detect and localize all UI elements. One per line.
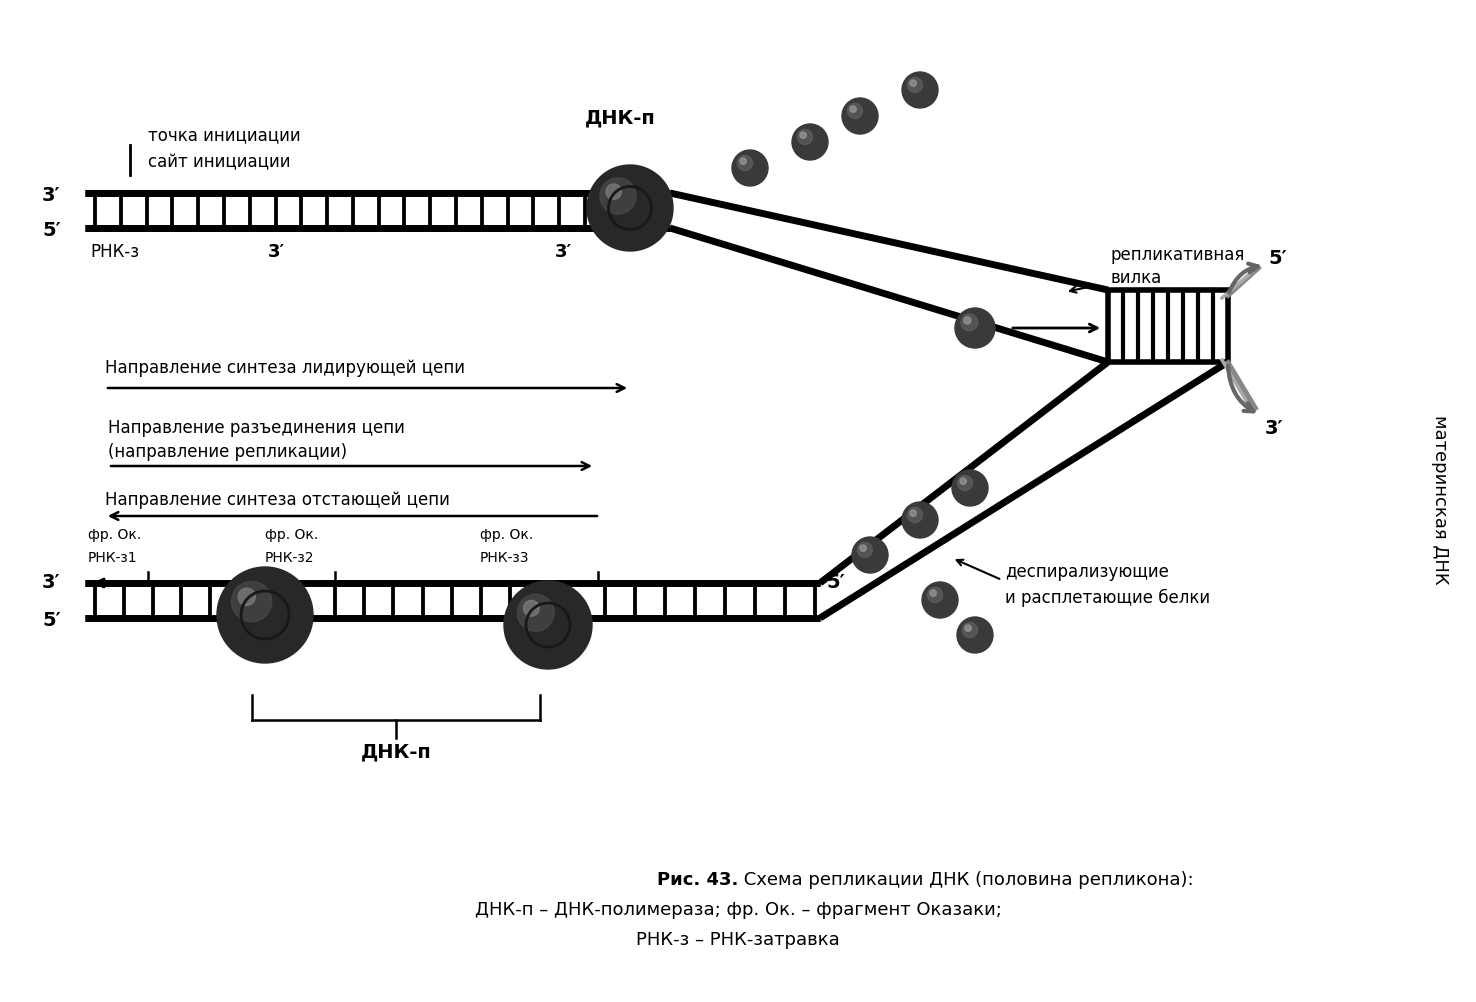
Circle shape — [739, 158, 747, 164]
Text: 3′: 3′ — [555, 243, 573, 261]
Text: Направление синтеза отстающей цепи: Направление синтеза отстающей цепи — [105, 491, 450, 509]
Circle shape — [503, 581, 592, 669]
Circle shape — [927, 587, 943, 602]
Text: деспирализующие: деспирализующие — [1005, 563, 1169, 581]
Text: РНК-з: РНК-з — [90, 243, 139, 261]
Circle shape — [965, 625, 971, 631]
Text: фр. Ок.: фр. Ок. — [89, 528, 142, 542]
Circle shape — [858, 542, 872, 557]
Circle shape — [850, 106, 856, 112]
Circle shape — [524, 600, 539, 616]
Text: РНК-з3: РНК-з3 — [480, 551, 530, 565]
Circle shape — [959, 478, 967, 484]
Text: ДНК-п: ДНК-п — [584, 108, 655, 127]
Text: репликативная: репликативная — [1110, 246, 1244, 264]
Circle shape — [909, 80, 917, 86]
Circle shape — [587, 165, 673, 250]
Circle shape — [955, 308, 995, 348]
Circle shape — [232, 581, 272, 621]
Text: (направление репликации): (направление репликации) — [108, 443, 347, 461]
Text: РНК-з – РНК-затравка: РНК-з – РНК-затравка — [636, 931, 840, 949]
Text: 5′: 5′ — [827, 573, 844, 592]
Text: 5′: 5′ — [41, 610, 61, 629]
Circle shape — [964, 317, 971, 324]
Circle shape — [793, 124, 828, 160]
Circle shape — [517, 594, 554, 631]
Circle shape — [958, 475, 973, 491]
Text: 3′: 3′ — [41, 185, 61, 204]
Text: 5′: 5′ — [1268, 248, 1287, 268]
Text: вилка: вилка — [1110, 269, 1162, 287]
Text: фр. Ок.: фр. Ок. — [480, 528, 533, 542]
Circle shape — [599, 178, 636, 214]
Circle shape — [238, 588, 255, 605]
Text: ДНК-п: ДНК-п — [360, 742, 431, 762]
Text: ДНК-п – ДНК-полимераза; фр. Ок. – фрагмент Оказаки;: ДНК-п – ДНК-полимераза; фр. Ок. – фрагме… — [475, 901, 1001, 919]
Text: Направление разъединения цепи: Направление разъединения цепи — [108, 419, 404, 437]
Text: 3′: 3′ — [41, 573, 61, 592]
Circle shape — [956, 617, 993, 653]
Circle shape — [841, 98, 878, 134]
Circle shape — [800, 132, 806, 138]
Text: 3′: 3′ — [1265, 419, 1284, 438]
Circle shape — [797, 129, 812, 144]
Text: и расплетающие белки: и расплетающие белки — [1005, 589, 1210, 607]
Circle shape — [852, 537, 889, 573]
Circle shape — [930, 590, 936, 596]
Text: материнская ДНК: материнская ДНК — [1432, 415, 1449, 585]
Text: Схема репликации ДНК (половина репликона):: Схема репликации ДНК (половина репликона… — [738, 871, 1194, 889]
Text: фр. Ок.: фр. Ок. — [266, 528, 319, 542]
Bar — [1108, 290, 1228, 362]
Circle shape — [738, 155, 753, 170]
Circle shape — [908, 507, 922, 522]
Circle shape — [847, 103, 862, 118]
Circle shape — [217, 567, 313, 663]
Text: Рис. 43.: Рис. 43. — [657, 871, 738, 889]
Text: Направление синтеза лидирующей цепи: Направление синтеза лидирующей цепи — [105, 359, 465, 377]
Circle shape — [952, 470, 987, 506]
Circle shape — [902, 72, 939, 108]
Circle shape — [962, 622, 977, 637]
Circle shape — [902, 502, 939, 538]
Text: точка инициации: точка инициации — [148, 126, 301, 144]
Circle shape — [961, 314, 977, 331]
Circle shape — [922, 582, 958, 618]
Circle shape — [908, 77, 922, 92]
Circle shape — [607, 184, 621, 199]
Circle shape — [909, 510, 917, 516]
Text: сайт инициации: сайт инициации — [148, 153, 291, 171]
Text: РНК-з2: РНК-з2 — [266, 551, 314, 565]
Circle shape — [732, 150, 768, 186]
Text: 3′: 3′ — [269, 243, 285, 261]
Text: 5′: 5′ — [41, 220, 61, 239]
Circle shape — [861, 545, 866, 551]
Text: РНК-з1: РНК-з1 — [89, 551, 137, 565]
